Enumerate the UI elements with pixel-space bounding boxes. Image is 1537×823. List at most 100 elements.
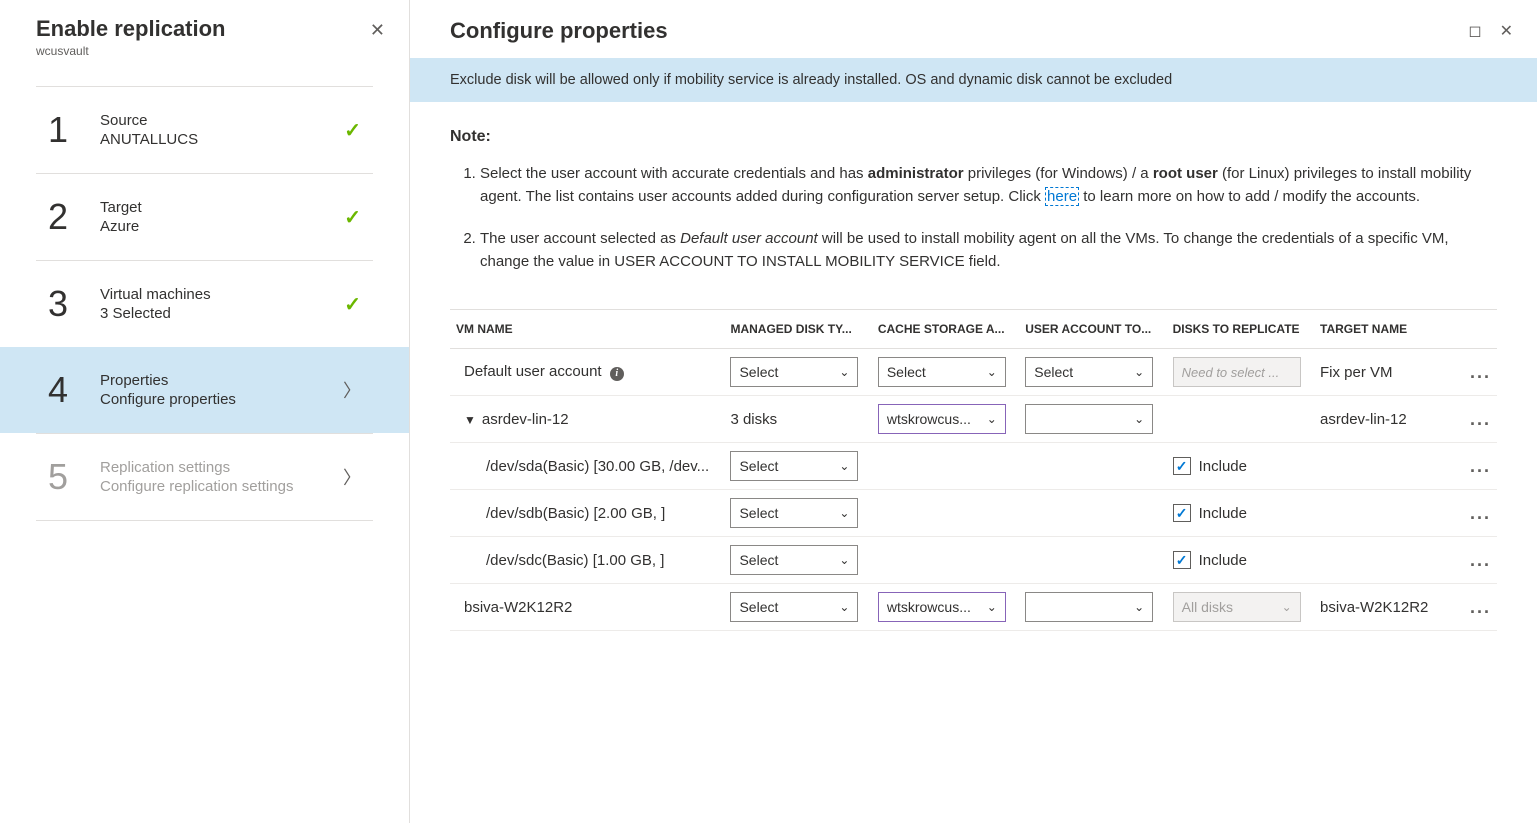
step-sub: Configure properties [100, 391, 343, 408]
include-checkbox[interactable]: ✓Include [1173, 504, 1247, 522]
left-panel: Enable replication wcusvault ✕ 1 Source … [0, 0, 410, 823]
step-sub: ANUTALLUCS [100, 131, 344, 148]
step-properties[interactable]: 4 Properties Configure properties 〉 [0, 347, 409, 433]
cell-target-name: Fix per VM [1314, 349, 1456, 396]
select-managed-disk-type[interactable]: Select⌄ [730, 357, 858, 387]
chevron-down-icon: ⌄ [839, 553, 849, 567]
col-target-name: TARGET NAME [1314, 310, 1456, 349]
select-user-account[interactable]: Select⌄ [1025, 357, 1153, 387]
table-header-row: VM NAME MANAGED DISK TY... CACHE STORAGE… [450, 310, 1497, 349]
learn-more-link[interactable]: here [1045, 187, 1079, 206]
step-number: 1 [48, 109, 88, 151]
right-title: Configure properties [450, 18, 668, 44]
maximize-icon[interactable]: ◻ [1468, 21, 1481, 41]
info-banner: Exclude disk will be allowed only if mob… [410, 58, 1537, 102]
right-panel: Configure properties ◻ ✕ Exclude disk wi… [410, 0, 1537, 823]
more-actions-button[interactable]: ... [1470, 456, 1491, 476]
step-replication-settings[interactable]: 5 Replication settings Configure replica… [36, 433, 373, 521]
col-vm-name: VM NAME [450, 310, 724, 349]
step-number: 3 [48, 283, 88, 325]
select-managed-disk-type[interactable]: Select⌄ [730, 592, 858, 622]
step-number: 5 [48, 456, 88, 498]
chevron-down-icon: ⌄ [839, 365, 849, 379]
include-checkbox[interactable]: ✓Include [1173, 457, 1247, 475]
select-managed-disk-type[interactable]: Select⌄ [730, 545, 858, 575]
cell-vm-name: Default user account i [450, 349, 724, 396]
vm-table: VM NAME MANAGED DISK TY... CACHE STORAGE… [450, 309, 1497, 631]
row-vm-bsiva-w2k12r2: bsiva-W2K12R2 Select⌄ wtskrowcus...⌄ ⌄ A… [450, 584, 1497, 631]
more-actions-button[interactable]: ... [1470, 362, 1491, 382]
step-title: Replication settings [100, 459, 343, 476]
step-list: 1 Source ANUTALLUCS ✓ 2 Target Azure ✓ 3… [0, 68, 409, 521]
left-title: Enable replication [36, 16, 226, 42]
step-title: Target [100, 199, 344, 216]
more-actions-button[interactable]: ... [1470, 550, 1491, 570]
info-icon[interactable]: i [610, 367, 624, 381]
cell-disk-name: /dev/sdc(Basic) [1.00 GB, ] [450, 537, 724, 584]
chevron-down-icon: ⌄ [1134, 365, 1144, 379]
more-actions-button[interactable]: ... [1470, 597, 1491, 617]
chevron-down-icon: ⌄ [987, 600, 997, 614]
cell-target-name: asrdev-lin-12 [1314, 396, 1456, 443]
row-disk-sda: /dev/sda(Basic) [30.00 GB, /dev... Selec… [450, 443, 1497, 490]
step-target[interactable]: 2 Target Azure ✓ [36, 173, 373, 260]
include-checkbox[interactable]: ✓Include [1173, 551, 1247, 569]
cell-target-name: bsiva-W2K12R2 [1314, 584, 1456, 631]
close-right-icon[interactable]: ✕ [1500, 21, 1513, 41]
select-cache-storage[interactable]: wtskrowcus...⌄ [878, 592, 1006, 622]
cell-vm-name[interactable]: ▼asrdev-lin-12 [450, 396, 724, 443]
chevron-right-icon: 〉 [343, 377, 361, 403]
select-managed-disk-type[interactable]: Select⌄ [730, 498, 858, 528]
col-user-account: USER ACCOUNT TO... [1019, 310, 1166, 349]
step-title: Source [100, 112, 344, 129]
step-number: 4 [48, 369, 88, 411]
step-title: Virtual machines [100, 286, 344, 303]
close-left-icon[interactable]: ✕ [366, 16, 389, 45]
more-actions-button[interactable]: ... [1470, 503, 1491, 523]
chevron-down-icon: ⌄ [839, 459, 849, 473]
select-cache-storage[interactable]: Select⌄ [878, 357, 1006, 387]
step-title: Properties [100, 372, 343, 389]
check-icon: ✓ [344, 205, 361, 230]
chevron-down-icon: ⌄ [987, 412, 997, 426]
note-block: Note: Select the user account with accur… [410, 102, 1537, 301]
note-item-2: The user account selected as Default use… [480, 227, 1491, 274]
step-sub: 3 Selected [100, 305, 344, 322]
cell-disk-count: 3 disks [724, 396, 871, 443]
select-managed-disk-type[interactable]: Select⌄ [730, 451, 858, 481]
check-icon: ✓ [344, 292, 361, 317]
col-cache-storage: CACHE STORAGE A... [872, 310, 1019, 349]
chevron-down-icon: ⌄ [839, 506, 849, 520]
row-default-user: Default user account i Select⌄ Select⌄ S… [450, 349, 1497, 396]
select-disks-to-replicate: Need to select ... [1173, 357, 1301, 387]
select-cache-storage[interactable]: wtskrowcus...⌄ [878, 404, 1006, 434]
note-item-1: Select the user account with accurate cr… [480, 162, 1491, 209]
step-sub: Configure replication settings [100, 478, 343, 495]
step-number: 2 [48, 196, 88, 238]
left-header: Enable replication wcusvault ✕ [0, 0, 409, 68]
step-sub: Azure [100, 218, 344, 235]
select-user-account[interactable]: ⌄ [1025, 592, 1153, 622]
cell-vm-name[interactable]: bsiva-W2K12R2 [450, 584, 724, 631]
chevron-down-icon: ⌄ [1134, 600, 1144, 614]
step-source[interactable]: 1 Source ANUTALLUCS ✓ [36, 86, 373, 173]
note-label: Note: [450, 128, 1491, 146]
select-disks-to-replicate: All disks⌄ [1173, 592, 1301, 622]
col-disks-to-replicate: DISKS TO REPLICATE [1167, 310, 1314, 349]
chevron-down-icon: ⌄ [839, 600, 849, 614]
check-icon: ✓ [344, 118, 361, 143]
more-actions-button[interactable]: ... [1470, 409, 1491, 429]
row-disk-sdc: /dev/sdc(Basic) [1.00 GB, ] Select⌄ ✓Inc… [450, 537, 1497, 584]
chevron-down-icon: ⌄ [1134, 412, 1144, 426]
chevron-right-icon: 〉 [343, 464, 361, 490]
select-user-account[interactable]: ⌄ [1025, 404, 1153, 434]
chevron-down-icon: ⌄ [987, 365, 997, 379]
vm-table-wrapper: VM NAME MANAGED DISK TY... CACHE STORAGE… [410, 301, 1537, 639]
right-header: Configure properties ◻ ✕ [410, 0, 1537, 58]
chevron-down-icon: ⌄ [1282, 600, 1292, 614]
step-virtual-machines[interactable]: 3 Virtual machines 3 Selected ✓ [36, 260, 373, 347]
expand-toggle-icon[interactable]: ▼ [464, 413, 476, 427]
cell-disk-name: /dev/sda(Basic) [30.00 GB, /dev... [450, 443, 724, 490]
row-disk-sdb: /dev/sdb(Basic) [2.00 GB, ] Select⌄ ✓Inc… [450, 490, 1497, 537]
row-vm-asrdev-lin-12: ▼asrdev-lin-12 3 disks wtskrowcus...⌄ ⌄ … [450, 396, 1497, 443]
